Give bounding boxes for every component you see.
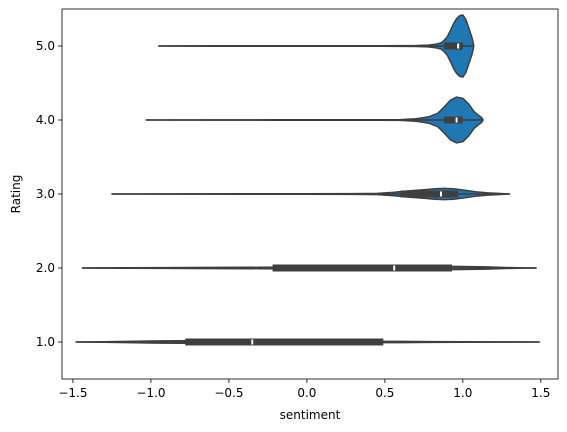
violin-3.0: [111, 187, 511, 201]
x-tick-label: 0.0: [297, 386, 316, 400]
y-tick-label: 2.0: [36, 261, 55, 275]
x-tick-label: 1.0: [453, 386, 472, 400]
y-axis-label: Rating: [9, 175, 23, 214]
violin-median: [251, 339, 254, 345]
x-tick-label: 1.5: [531, 386, 550, 400]
x-axis-label: sentiment: [280, 408, 341, 422]
violin-5.0: [157, 14, 475, 78]
violin-2.0: [81, 264, 537, 272]
violin-iqr-box: [444, 42, 463, 50]
violin-median: [455, 117, 458, 123]
violin-iqr-box: [400, 190, 459, 198]
violin-median: [393, 265, 396, 271]
y-tick-label: 5.0: [36, 39, 55, 53]
y-tick-label: 1.0: [36, 335, 55, 349]
violins-layer: [75, 14, 541, 346]
violin-median: [457, 43, 460, 49]
violin-4.0: [145, 96, 484, 144]
x-tick-label: −1.0: [136, 386, 165, 400]
violin-1.0: [75, 338, 541, 346]
x-tick-label: −0.5: [214, 386, 243, 400]
violin-median: [440, 191, 443, 197]
y-tick-label: 3.0: [36, 187, 55, 201]
y-tick-label: 4.0: [36, 113, 55, 127]
violin-iqr-box: [444, 116, 463, 124]
y-axis: 5.0 4.0 3.0 2.0 1.0: [36, 39, 62, 349]
violin-iqr-box: [272, 264, 452, 272]
violin-iqr-box: [185, 338, 384, 346]
x-axis: −1.5 −1.0 −0.5 0.0 0.5 1.0 1.5: [58, 379, 550, 400]
x-tick-label: 0.5: [375, 386, 394, 400]
x-tick-label: −1.5: [58, 386, 87, 400]
